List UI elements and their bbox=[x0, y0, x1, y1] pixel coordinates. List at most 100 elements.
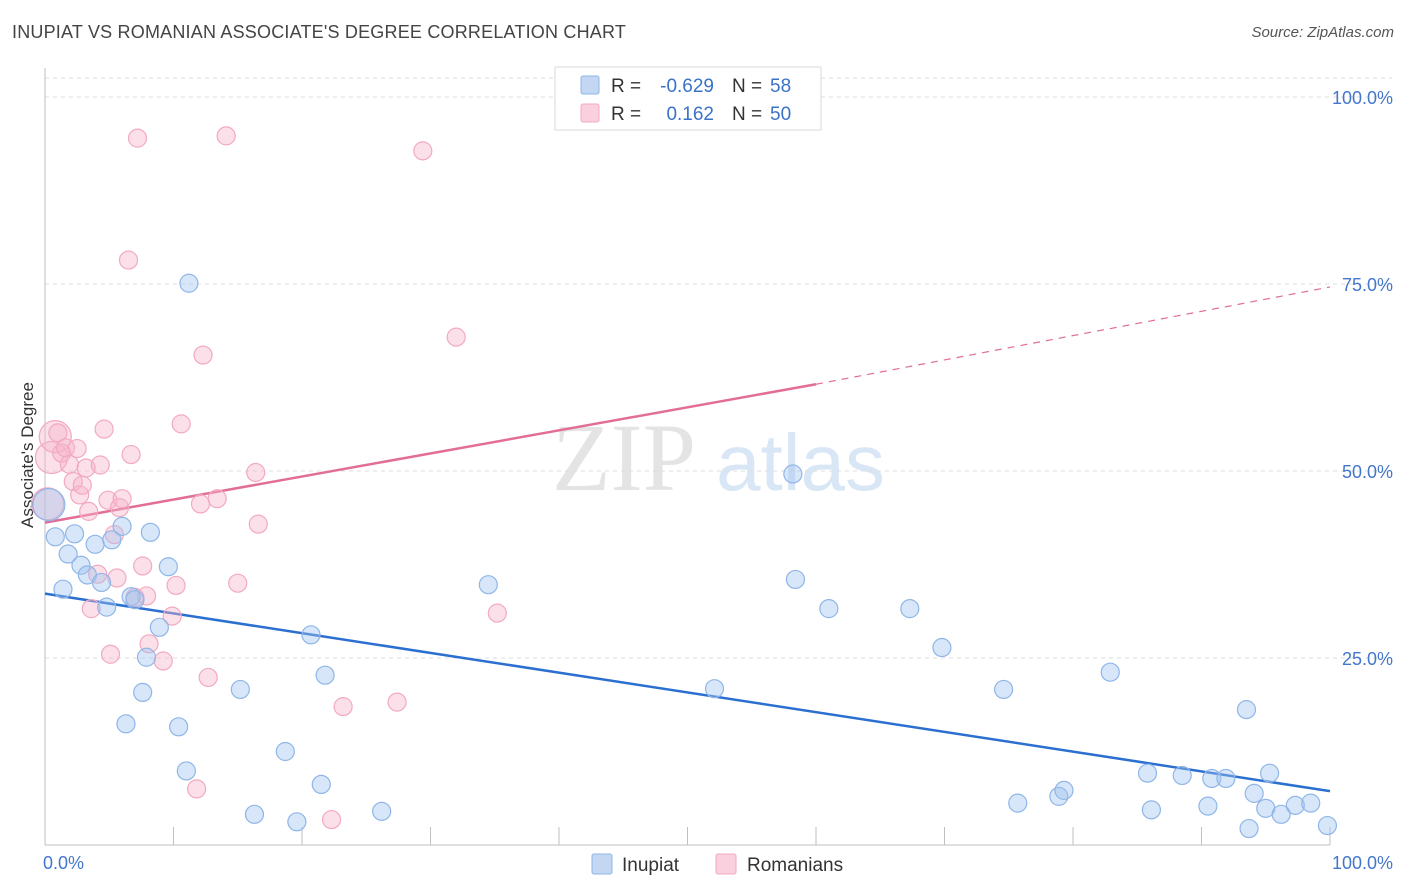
legend-n-value-romanian: 50 bbox=[770, 104, 791, 125]
legend-n-label-romanian: N = bbox=[732, 104, 762, 125]
point-inupiat bbox=[785, 569, 806, 590]
point-inupiat bbox=[819, 599, 839, 619]
point-inupiat bbox=[301, 625, 321, 645]
point-inupiat bbox=[58, 544, 78, 564]
source-label: Source: ZipAtlas.com bbox=[1251, 24, 1394, 41]
point-inupiat bbox=[125, 590, 145, 610]
point-inupiat bbox=[1285, 795, 1305, 815]
data-points bbox=[30, 88, 1338, 839]
point-romanian bbox=[76, 458, 96, 478]
point-inupiat bbox=[1260, 763, 1280, 783]
point-inupiat bbox=[1100, 662, 1120, 682]
point-inupiat bbox=[45, 527, 65, 547]
point-inupiat bbox=[64, 524, 85, 544]
point-romanian bbox=[216, 126, 236, 146]
point-inupiat bbox=[1239, 818, 1259, 839]
point-inupiat bbox=[1049, 786, 1069, 806]
x-tick-label: 100.0% bbox=[1332, 853, 1393, 873]
point-inupiat bbox=[158, 557, 178, 577]
point-romanian bbox=[112, 489, 132, 509]
point-inupiat bbox=[244, 804, 265, 824]
point-romanian bbox=[52, 443, 72, 463]
point-romanian bbox=[153, 651, 173, 671]
point-inupiat bbox=[1172, 765, 1192, 786]
series-swatch-inupiat bbox=[591, 853, 613, 875]
point-inupiat bbox=[136, 647, 157, 667]
series-swatch-romanian bbox=[715, 853, 737, 875]
point-inupiat bbox=[149, 617, 169, 637]
point-inupiat bbox=[71, 555, 91, 575]
point-inupiat bbox=[1008, 793, 1028, 813]
point-romanian bbox=[94, 419, 114, 439]
point-inupiat bbox=[478, 575, 498, 595]
y-tick-label: 75.0% bbox=[1342, 275, 1393, 295]
point-inupiat bbox=[102, 530, 122, 550]
point-inupiat bbox=[704, 679, 725, 699]
point-romanian bbox=[72, 475, 92, 495]
point-inupiat bbox=[97, 597, 117, 617]
legend-r-value-romanian: 0.162 bbox=[666, 104, 714, 125]
point-romanian bbox=[321, 809, 342, 830]
point-inupiat bbox=[1198, 796, 1218, 816]
point-romanian bbox=[248, 514, 268, 534]
point-inupiat bbox=[1244, 783, 1264, 803]
point-romanian bbox=[166, 575, 186, 596]
chart-title: INUPIAT VS ROMANIAN ASSOCIATE'S DEGREE C… bbox=[12, 22, 627, 42]
trend-lines bbox=[44, 286, 1331, 793]
point-romanian bbox=[387, 692, 407, 712]
point-inupiat bbox=[311, 774, 331, 795]
point-romanian bbox=[228, 573, 248, 593]
point-romanian bbox=[90, 455, 110, 475]
point-romanian bbox=[171, 414, 191, 434]
x-tick-labels: 0.0% 100.0% bbox=[43, 853, 1393, 873]
point-romanian bbox=[162, 606, 182, 626]
point-romanian bbox=[207, 489, 227, 509]
point-inupiat bbox=[116, 714, 136, 734]
point-inupiat bbox=[783, 464, 803, 484]
point-romanian bbox=[190, 494, 211, 514]
point-romanian bbox=[34, 440, 69, 475]
x-tick-label: 0.0% bbox=[43, 853, 84, 873]
y-tick-label: 50.0% bbox=[1342, 462, 1393, 482]
legend-swatch-inupiat bbox=[580, 75, 600, 95]
series-legend: Inupiat Romanians bbox=[591, 853, 843, 876]
point-inupiat bbox=[112, 516, 132, 536]
point-romanian bbox=[104, 524, 124, 545]
point-inupiat bbox=[1137, 763, 1158, 783]
point-inupiat bbox=[1301, 793, 1321, 813]
watermark-zip: ZIP bbox=[552, 404, 696, 511]
series-label-romanian: Romanians bbox=[747, 855, 843, 876]
point-romanian bbox=[81, 599, 101, 619]
point-romanian bbox=[67, 438, 87, 459]
point-romanian bbox=[487, 603, 507, 623]
point-romanian bbox=[193, 345, 213, 365]
point-inupiat bbox=[179, 273, 199, 293]
point-romanian bbox=[333, 697, 353, 717]
gridlines bbox=[45, 77, 1392, 659]
point-inupiat bbox=[1236, 700, 1257, 720]
point-romanian bbox=[30, 487, 65, 521]
legend-r-label-romanian: R = bbox=[611, 104, 641, 125]
point-inupiat bbox=[932, 637, 952, 658]
point-romanian bbox=[198, 667, 218, 688]
legend-r-value-inupiat: -0.629 bbox=[660, 76, 714, 97]
legend-r-label-inupiat: R = bbox=[611, 76, 641, 97]
point-inupiat bbox=[1216, 768, 1236, 789]
trend-line-romanian-extension bbox=[815, 286, 1331, 385]
point-inupiat bbox=[169, 717, 189, 737]
point-romanian bbox=[187, 779, 207, 799]
point-romanian bbox=[98, 490, 118, 510]
point-romanian bbox=[121, 444, 141, 465]
point-romanian bbox=[446, 327, 466, 347]
point-inupiat bbox=[1141, 800, 1161, 820]
point-inupiat bbox=[91, 572, 112, 593]
legend-swatch-romanian bbox=[580, 103, 600, 123]
point-romanian bbox=[246, 462, 266, 483]
point-romanian bbox=[118, 250, 139, 270]
point-inupiat bbox=[1317, 815, 1338, 836]
point-romanian bbox=[107, 568, 127, 588]
point-inupiat bbox=[900, 599, 920, 619]
point-romanian bbox=[100, 644, 121, 664]
point-romanian bbox=[79, 501, 99, 521]
